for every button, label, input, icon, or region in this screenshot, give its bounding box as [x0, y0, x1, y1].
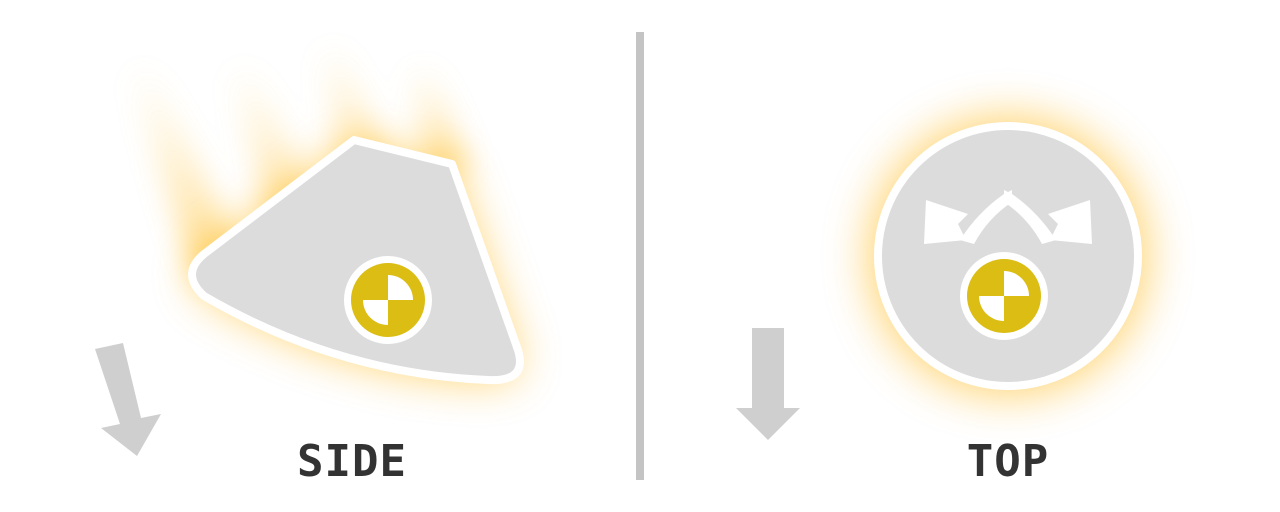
- arrow-down-tilted-icon: [95, 343, 161, 456]
- center-of-mass-icon: [344, 256, 432, 344]
- side-view: [95, 42, 524, 456]
- top-view-label: TOP: [966, 436, 1050, 487]
- side-view-label: SIDE: [297, 436, 407, 487]
- rotate-arrows-icon: [924, 190, 1092, 244]
- top-view: [736, 116, 1148, 440]
- center-of-mass-icon: [960, 252, 1048, 340]
- arrow-down-icon: [736, 328, 800, 440]
- side-body-shape: [188, 136, 524, 385]
- view-divider: [636, 32, 644, 480]
